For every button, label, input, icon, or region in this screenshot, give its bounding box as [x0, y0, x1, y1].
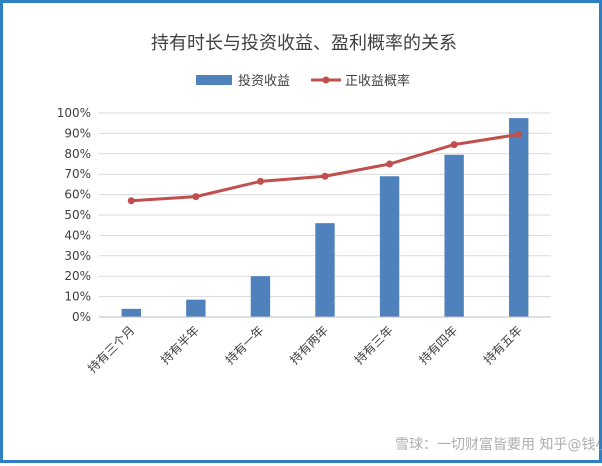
line-point — [386, 160, 394, 168]
line-series — [127, 130, 523, 205]
watermark-text: 雪球：一切财富皆要用 知乎@钱小生 — [395, 436, 602, 453]
bar — [444, 154, 464, 317]
y-tick-label: 10% — [64, 290, 91, 304]
legend: 投资收益 正收益概率 — [196, 73, 410, 89]
bar — [186, 299, 206, 317]
legend-label-line: 正收益概率 — [345, 73, 410, 89]
watermark: 雪球：一切财富皆要用 知乎@钱小生 — [395, 436, 602, 453]
bar — [379, 176, 400, 317]
line-point — [450, 141, 458, 149]
y-tick-label: 100% — [57, 106, 91, 120]
bar — [509, 118, 529, 317]
line-point — [515, 130, 523, 138]
legend-swatch-bar — [196, 75, 232, 85]
y-tick-label: 30% — [64, 249, 91, 263]
chart-title: 持有时长与投资收益、盈利概率的关系 — [151, 33, 457, 54]
y-tick-label: 0% — [72, 310, 91, 324]
y-tick-label: 40% — [64, 228, 91, 242]
bar — [250, 276, 271, 317]
line-point — [127, 197, 135, 205]
y-axis-ticks: 0% 10% 20% 30% 40% 50% 60% 70% 80% 90% 100% — [57, 106, 91, 324]
legend-swatch-marker — [322, 76, 330, 84]
bar-series — [121, 118, 529, 317]
y-tick-label: 80% — [64, 147, 91, 161]
line-point — [256, 177, 264, 185]
x-axis-categories: 持有三个月 持有半年 持有一年 持有两年 持有三年 持有四年 持有五年 — [84, 323, 524, 376]
x-category-label: 持有三个月 — [84, 323, 137, 376]
y-tick-label: 90% — [64, 126, 91, 140]
x-category-label: 持有一年 — [222, 323, 267, 368]
x-category-label: 持有三年 — [351, 323, 396, 368]
y-tick-label: 50% — [64, 208, 91, 222]
y-tick-label: 20% — [64, 269, 91, 283]
x-category-label: 持有四年 — [416, 323, 461, 368]
chart-canvas: 持有时长与投资收益、盈利概率的关系 投资收益 正收益概率 0% 10% 20% 30%… — [57, 33, 602, 453]
line-point — [321, 172, 329, 180]
y-tick-label: 60% — [64, 188, 91, 202]
x-category-label: 持有五年 — [480, 323, 525, 368]
line-point — [192, 193, 200, 201]
bar — [121, 308, 141, 317]
x-category-label: 持有两年 — [287, 323, 332, 368]
bar — [315, 223, 335, 317]
x-category-label: 持有半年 — [157, 323, 202, 368]
y-tick-label: 70% — [64, 167, 91, 181]
legend-label-bar: 投资收益 — [238, 73, 290, 89]
